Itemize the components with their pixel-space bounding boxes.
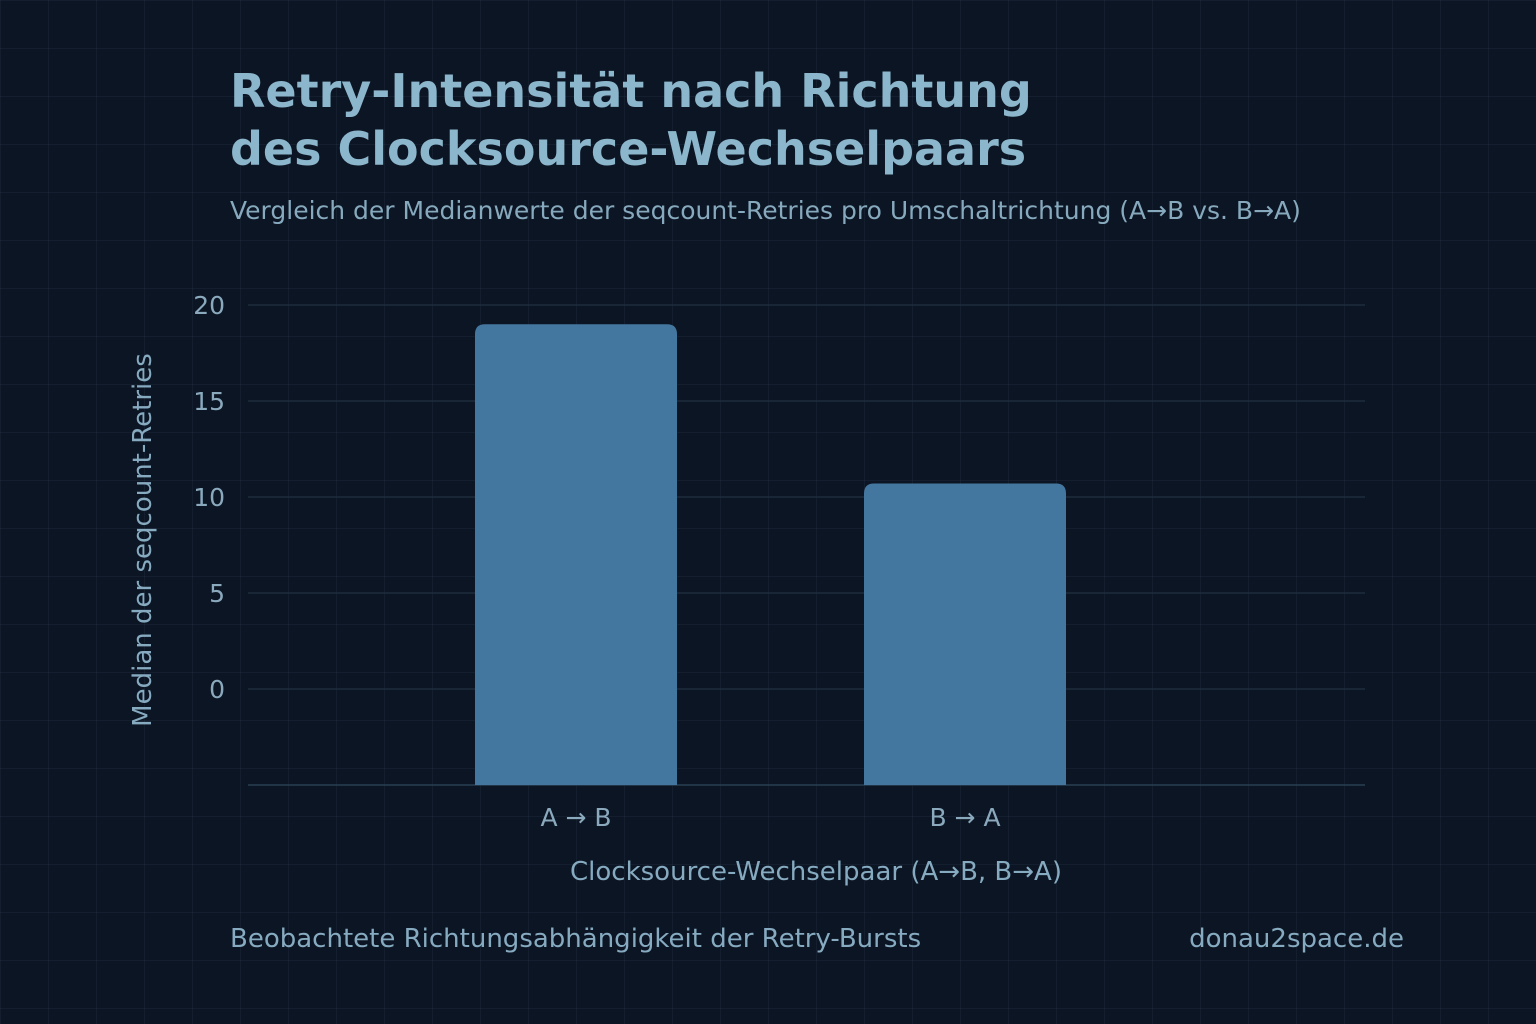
y-tick-label: 10 [193, 483, 225, 512]
x-axis-title: Clocksource-Wechselpaar (A→B, B→A) [570, 857, 1062, 887]
y-axis-title: Median der seqcount-Retries [128, 353, 158, 727]
chart-title-line-1: Retry-Intensität nach Richtung [230, 64, 1032, 118]
footer-note: Beobachtete Richtungsabhängigkeit der Re… [230, 924, 922, 954]
bar-2 [864, 483, 1066, 785]
y-tick-label: 15 [193, 387, 225, 416]
y-tick-label: 20 [193, 291, 225, 320]
label-layer: 0 5 10 15 20 A → B B → A Clocksource-Wechselpaa… [128, 291, 1062, 887]
bar-layer [475, 324, 1066, 785]
footer-source: donau2space.de [1189, 924, 1404, 954]
x-tick-label: A → B [540, 803, 611, 832]
grid-layer [248, 304, 1365, 786]
chart-title: Retry-Intensität nach Richtung des Clock… [230, 62, 1230, 178]
chart-title-line-2: des Clocksource-Wechselpaars [230, 122, 1027, 176]
y-tick-label: 5 [209, 579, 225, 608]
chart-subtitle: Vergleich der Medianwerte der seqcount-R… [230, 196, 1301, 225]
bar-1 [475, 324, 677, 785]
y-tick-label: 0 [209, 675, 225, 704]
x-tick-label: B → A [929, 803, 1000, 832]
